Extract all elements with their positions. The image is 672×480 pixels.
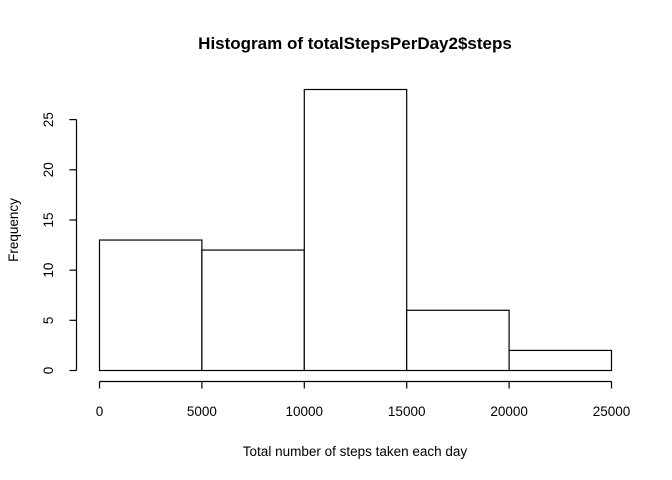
y-tick-label: 10	[41, 263, 56, 278]
y-tick-label: 20	[41, 162, 56, 177]
x-tick-label: 25000	[593, 404, 631, 419]
histogram-bar	[303, 88, 408, 372]
x-tick-label: 10000	[286, 404, 324, 419]
x-tick-label: 20000	[490, 404, 528, 419]
x-axis: 0 5000 10000 15000 20000 25000	[96, 380, 631, 419]
x-tick-label: 5000	[187, 404, 217, 419]
histogram-bar	[406, 309, 510, 372]
x-axis-label: Total number of steps taken each day	[243, 444, 468, 459]
chart-title: Histogram of totalStepsPerDay2$steps	[198, 34, 512, 53]
y-axis: 0 5 10 15 20 25	[41, 112, 78, 375]
y-tick-label: 5	[41, 317, 56, 325]
histogram-bar	[201, 249, 305, 372]
x-tick-label: 15000	[388, 404, 426, 419]
y-axis-label: Frequency	[6, 198, 21, 262]
y-tick-label: 25	[41, 112, 56, 127]
y-tick-label: 0	[41, 367, 56, 375]
x-tick-label: 0	[96, 404, 104, 419]
y-tick-label: 15	[41, 212, 56, 227]
bars-layer	[98, 88, 613, 372]
histogram-bar	[508, 349, 613, 372]
histogram-bar	[98, 239, 203, 372]
